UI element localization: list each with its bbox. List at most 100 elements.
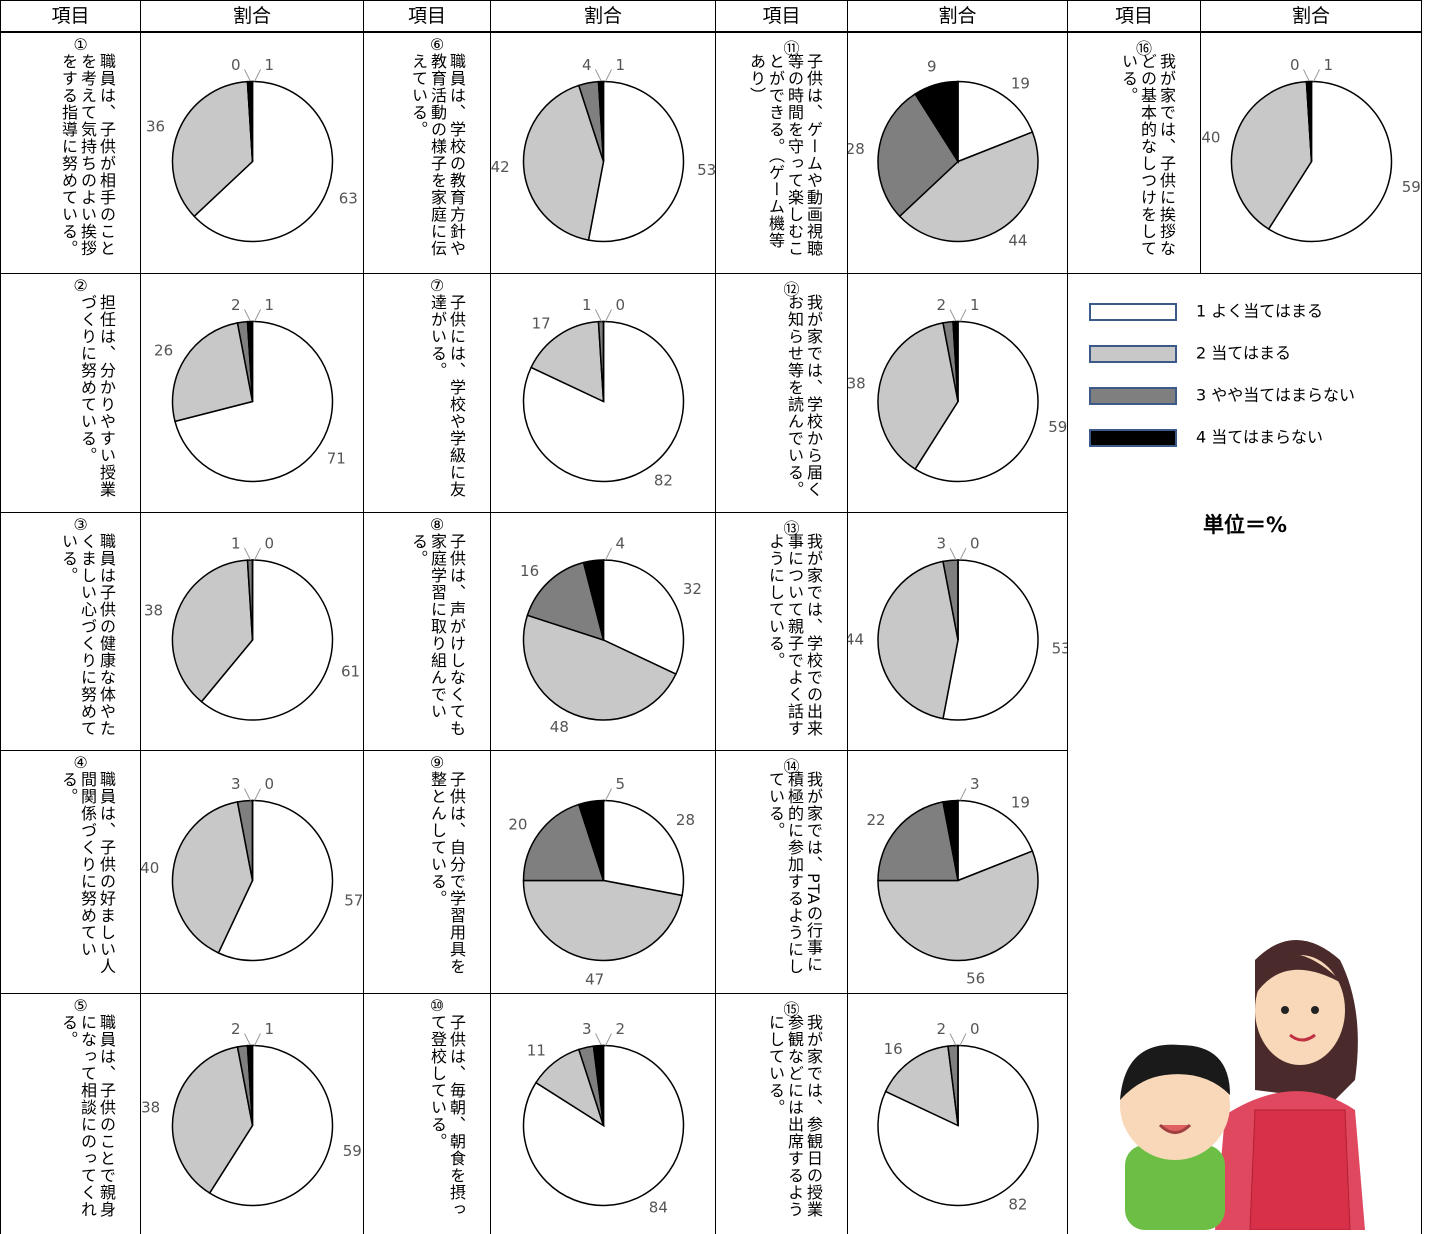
pie-slice [522,879,683,962]
leader-line [605,547,612,561]
pie-cell: 71 26 2 1 [140,273,364,513]
item-number: ⑩ [429,996,445,1015]
item-cell: ⑨ 子供は、自分で学習用具を整とんしている。 [363,750,491,994]
value-label: 57 [344,892,363,910]
value-label: 0 [1290,56,1300,74]
leader-line [254,309,261,322]
pie-slice [522,803,605,882]
pie-cell: 53 42 4 1 [490,32,716,274]
item-number: ⑦ [429,276,445,295]
value-label: 63 [339,189,358,207]
leader-line [605,788,612,801]
header: 割合 [490,0,716,33]
item-text: 子供は、ゲームや動画視聴等の時間を守って楽しむことができる。（ゲーム機等あり） [747,53,823,257]
pie-slice [246,320,254,402]
leader-line [1313,69,1320,82]
item-cell: ⑤ 職員は、子供のことで親身になって相談にのってくれる。 [0,993,141,1234]
leader-line [949,1033,957,1046]
value-label: 3 [936,535,946,553]
leader-line [595,69,602,82]
leader-line [949,547,957,561]
pie-slice [914,80,959,165]
item-text: 子供は、声がけしなくても家庭学習に取り組んでいる。 [409,533,466,737]
item-number: ① [73,35,88,54]
pie-cell: 61 38 1 0 [140,512,364,751]
pie-slice [1230,80,1313,231]
pie-cell: 59 40 0 1 [1200,32,1422,274]
pie-slice [246,1044,254,1126]
legend-swatch [1089,345,1177,363]
item-number: ④ [73,753,88,772]
item-cell: ⑦ 子供には、学校や学級に友達がいる。 [363,273,491,513]
legend-swatch [1089,387,1177,405]
leader-line [605,1033,612,1046]
pie-cell: 84 11 3 2 [490,993,716,1234]
leader-line [254,788,261,801]
leader-line [254,69,261,82]
header: 割合 [1200,0,1422,33]
leader-line [605,69,612,82]
value-label: 1 [265,56,275,74]
pie-cell: 28 47 20 5 [490,750,716,994]
value-label: 36 [146,117,165,135]
value-label: 28 [848,140,865,158]
pie-chart: 82 16 2 0 [877,1020,1039,1213]
value-label: 0 [616,296,626,314]
item-cell: ② 担任は、分かりやすい授業づくりに努めている。 [0,273,141,513]
value-label: 0 [231,56,241,74]
value-label: 53 [1052,639,1068,657]
item-text: 職員は、子供の好ましい人間関係づくりに努めている。 [59,771,116,975]
pie-slice [877,92,959,218]
pie-cell: 57 40 3 0 [140,750,364,994]
value-label: 42 [491,158,510,176]
legend-swatch [1089,429,1177,447]
pie-chart: 19 44 28 9 [848,58,1039,249]
leader-line [244,69,251,82]
unit-label: 単位＝% [1203,513,1287,537]
value-label: 0 [970,1020,980,1038]
value-label: 2 [936,1020,946,1038]
item-number: ⑧ [429,515,445,534]
pie-slice [942,799,959,881]
pie-slice [587,80,685,243]
pie-chart: 59 38 2 1 [141,1020,362,1207]
item-text: 子供は、自分で学習用具を整とんしている。 [428,771,466,975]
item-number: ⑪ [783,39,800,58]
value-label: 1 [1324,56,1334,74]
value-label: 59 [1402,178,1421,196]
pie-cell: 82 17 1 0 [490,273,716,513]
item-text: 子供は、毎朝、朝食を摂って登校している。 [428,1014,466,1218]
pie-chart: 53 44 3 0 [848,535,1068,721]
leader-line [595,309,602,322]
value-label: 16 [884,1040,903,1058]
pie-slice [200,559,334,721]
legend-label: 1 よく当てはまる [1196,302,1323,321]
leader-line [244,547,251,561]
pie-chart: 19 56 22 3 [866,775,1039,987]
pie-slice [877,322,959,471]
leader-line [959,788,967,801]
leader-line [959,1033,967,1046]
pie-chart: 32 48 16 4 [520,535,702,736]
value-label: 59 [343,1142,362,1160]
pie-slice [171,801,254,954]
legend-label: 2 当てはまる [1196,344,1291,363]
leader-line [959,547,967,561]
value-label: 84 [649,1198,668,1216]
pie-slice [530,320,605,403]
pie-chart: 59 40 0 1 [1201,56,1421,243]
item-text: 職員は、学校の教育方針や教育活動の様子を家庭に伝えている。 [409,53,466,257]
value-label: 11 [527,1042,546,1060]
illustration [1120,940,1365,1230]
pie-slice [592,1044,605,1126]
pie-cell: 63 36 0 1 [140,32,364,274]
pie-slice [217,799,334,962]
header: 割合 [847,0,1068,33]
pie-cell: 19 56 22 3 [847,750,1068,994]
leader-line [595,1033,602,1046]
item-number: ③ [73,515,88,534]
pie-cell: 32 48 16 4 [490,512,716,751]
value-label: 38 [141,1098,160,1116]
pie-slice [526,561,605,642]
